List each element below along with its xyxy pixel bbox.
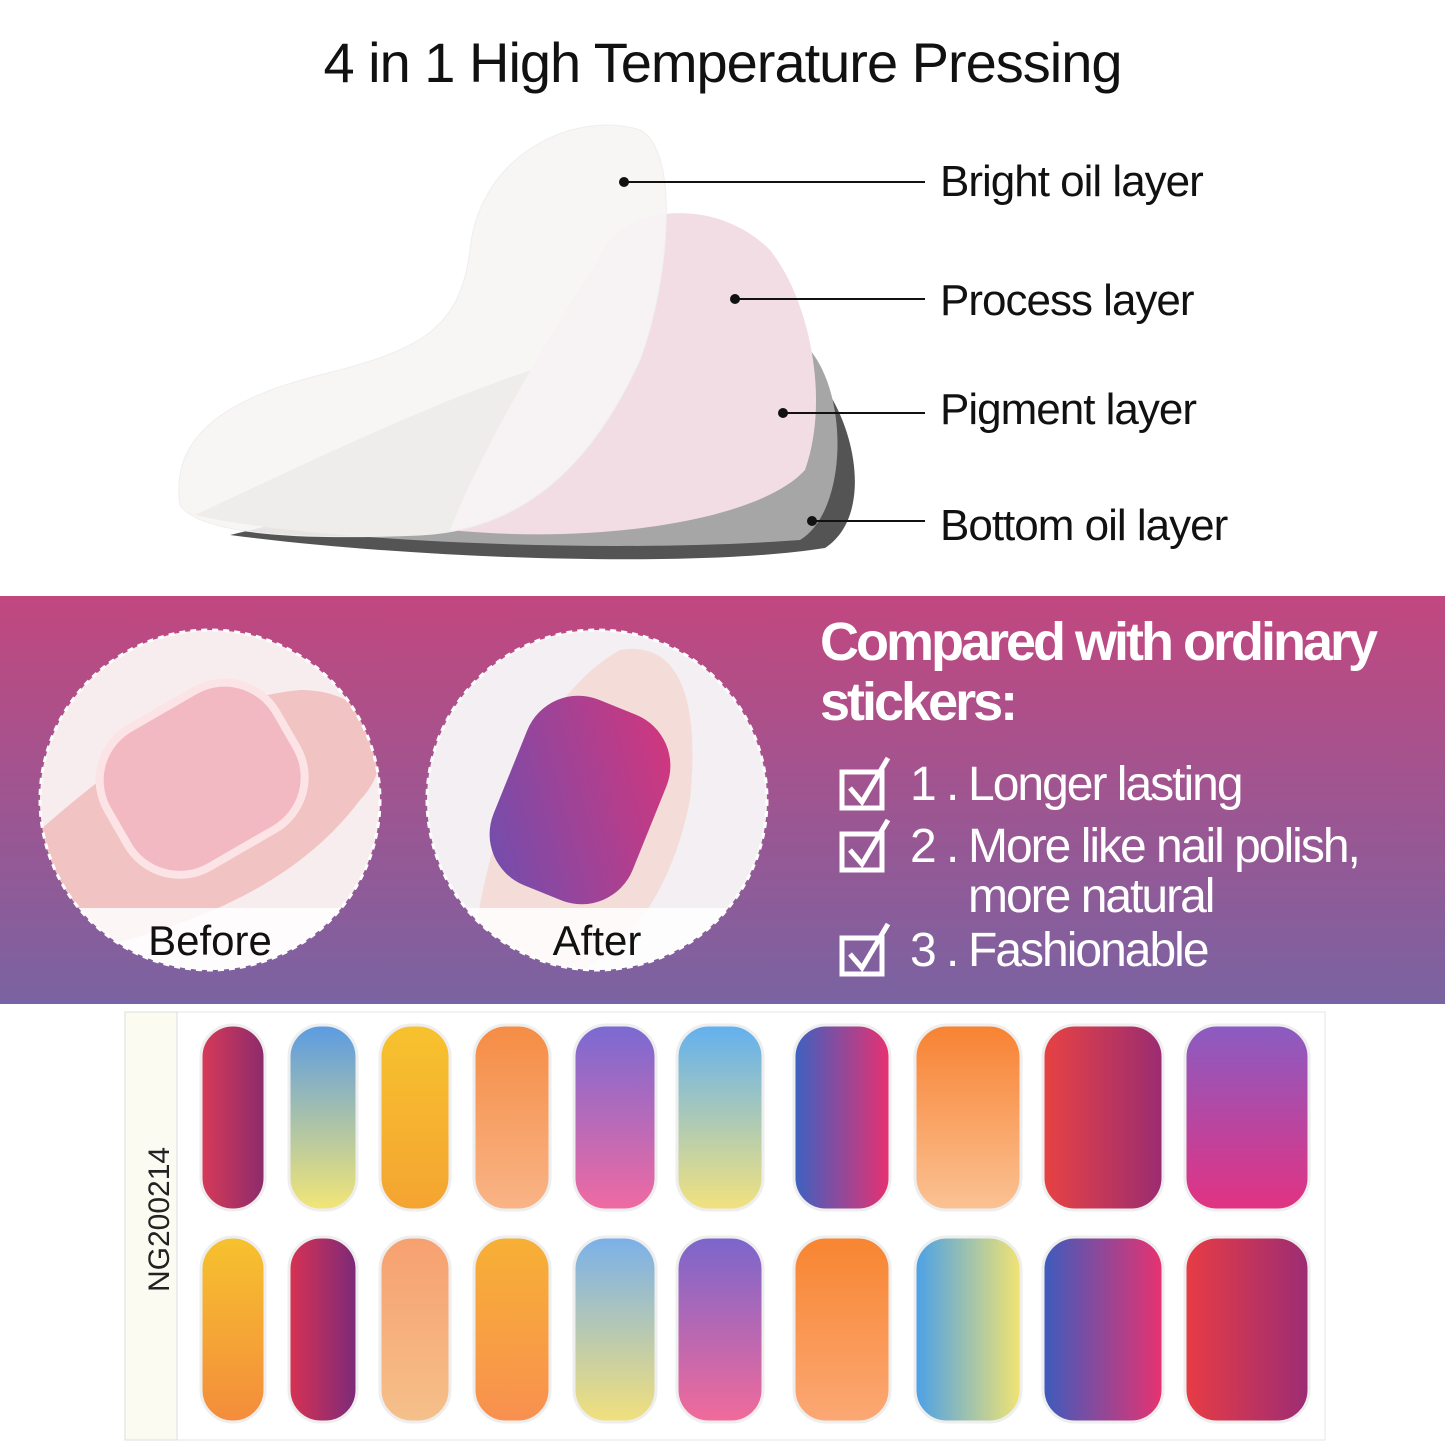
layer-label: Bright oil layer [940, 157, 1204, 206]
item-text: Fashionable [968, 924, 1210, 977]
nail-sticker [287, 1235, 359, 1424]
nail-sticker [572, 1023, 658, 1212]
layer-diagram [178, 124, 925, 560]
nail-sticker [378, 1235, 452, 1424]
layer-label: Pigment layer [940, 385, 1197, 434]
nail-sticker [792, 1023, 892, 1212]
list-item: 2 . More like nail polish, more natural [910, 822, 1408, 922]
nail-sticker [675, 1023, 765, 1212]
sticker-sheet [124, 1011, 1326, 1441]
nail-sticker [572, 1235, 658, 1424]
list-item: 3 . Fashionable [910, 926, 1408, 976]
nail-sticker [1183, 1235, 1311, 1424]
item-number: 3 . [910, 924, 959, 977]
item-text: Longer lasting [968, 758, 1244, 811]
sheet-code: NG200214 [143, 1146, 176, 1292]
item-text: More like nail polish, more natural [968, 820, 1361, 923]
nail-sticker [1041, 1023, 1165, 1212]
title: 4 in 1 High Temperature Pressing [323, 31, 1122, 94]
nail-sticker [1183, 1023, 1311, 1212]
nail-sticker [1041, 1235, 1165, 1424]
comparison-heading: Compared with ordinary stickers: [820, 612, 1378, 732]
item-number: 2 . [910, 820, 959, 873]
nail-sticker [378, 1023, 452, 1212]
nail-sticker [287, 1023, 359, 1212]
layer-label: Bottom oil layer [940, 501, 1228, 550]
nail-sticker [199, 1023, 267, 1212]
nail-sticker [792, 1235, 892, 1424]
item-number: 1 . [910, 758, 959, 811]
nail-sticker [675, 1235, 765, 1424]
check-icons [839, 756, 891, 977]
nail-sticker [199, 1235, 267, 1424]
nail-sticker [472, 1235, 552, 1424]
after-photo [427, 630, 767, 970]
list-item: 1 . Longer lasting [910, 760, 1408, 810]
before-photo [40, 630, 380, 970]
after-label: After [552, 917, 642, 964]
nail-sticker [913, 1023, 1023, 1212]
before-label: Before [148, 917, 272, 964]
nail-sticker [913, 1235, 1023, 1424]
layer-label: Process layer [940, 276, 1195, 325]
nail-sticker [472, 1023, 552, 1212]
